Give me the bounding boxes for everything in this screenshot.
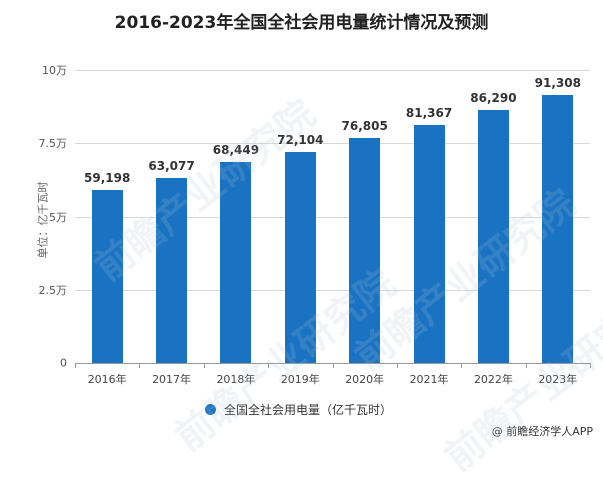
- x-tick-label: 2019年: [280, 373, 320, 386]
- bar-2023年[interactable]: [542, 95, 574, 363]
- bar-value-label: 63,077: [148, 159, 195, 174]
- bar-value-label: 59,198: [84, 170, 131, 185]
- x-tick-label: 2021年: [409, 373, 449, 386]
- legend[interactable]: 全国全社会用电量（亿千瓦时）: [205, 401, 392, 418]
- x-tick-mark: [75, 363, 76, 368]
- gridline: [75, 216, 590, 218]
- bar-2021年[interactable]: [413, 124, 445, 363]
- x-tick-label: 2018年: [216, 373, 256, 386]
- x-tick-mark: [590, 363, 591, 368]
- bar-2020年[interactable]: [349, 137, 381, 363]
- y-tick-label: 0: [60, 356, 67, 370]
- y-tick-label: 2.5万: [38, 283, 68, 297]
- bar-2017年[interactable]: [156, 178, 188, 363]
- x-tick-mark: [268, 363, 270, 368]
- x-tick-mark: [203, 363, 205, 368]
- bar-value-label: 76,805: [341, 118, 388, 133]
- bar-value-label: 72,104: [277, 132, 324, 147]
- gridline: [75, 289, 590, 291]
- x-tick-label: 2020年: [345, 373, 385, 386]
- x-tick-label: 2016年: [87, 373, 127, 386]
- bar-value-label: 86,290: [470, 91, 517, 106]
- chart-title: 2016-2023年全国全社会用电量统计情况及预测: [114, 13, 489, 33]
- gridline: [75, 70, 590, 71]
- x-tick-mark: [332, 363, 334, 368]
- bar-2022年[interactable]: [477, 110, 509, 363]
- source-credit: @ 前瞻经济学人APP: [491, 425, 593, 438]
- x-tick-mark: [396, 363, 398, 368]
- x-tick-mark: [461, 363, 463, 368]
- bar-2019年[interactable]: [284, 151, 316, 363]
- plot-area: 59,198 63,077 68,449 72,104 76,805 81,367 86,2…: [75, 70, 590, 364]
- bar-value-label: 68,449: [212, 143, 260, 158]
- bar-value-label: 81,367: [405, 105, 453, 120]
- y-tick-label: 7.5万: [38, 137, 68, 151]
- bar-value-label: 91,308: [534, 76, 581, 91]
- x-tick-label: 2017年: [152, 373, 192, 386]
- y-tick-label: 5万: [49, 210, 67, 224]
- x-tick-label: 2023年: [538, 373, 578, 386]
- x-tick-mark: [525, 363, 527, 368]
- bar-2016年[interactable]: [91, 189, 123, 363]
- gridline: [75, 143, 590, 145]
- y-tick-label: 10万: [42, 64, 67, 77]
- bar-2018年[interactable]: [220, 162, 252, 363]
- x-tick-label: 2022年: [473, 373, 513, 386]
- x-tick-mark: [139, 363, 141, 368]
- legend-label: 全国全社会用电量（亿千瓦时）: [224, 403, 393, 417]
- legend-marker-icon: [205, 404, 216, 415]
